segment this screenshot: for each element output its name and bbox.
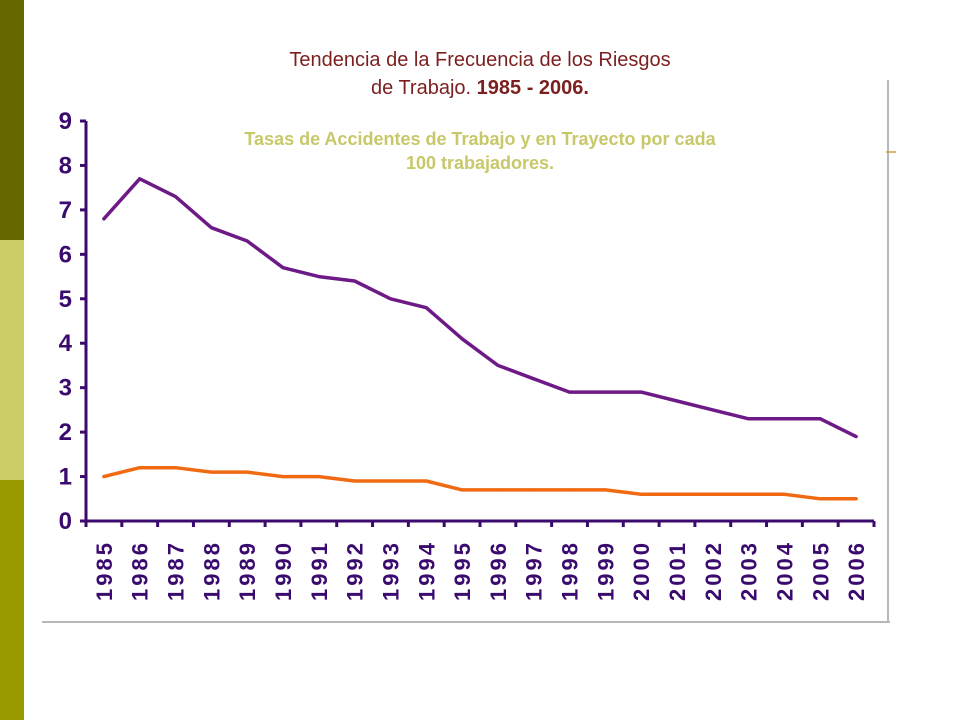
x-tick-label: 1986 (128, 540, 153, 601)
data-point (389, 479, 392, 483)
data-point (353, 279, 356, 283)
series-lines (102, 177, 858, 501)
y-tick-label: 5 (59, 286, 72, 313)
data-point (174, 195, 177, 198)
data-point (854, 435, 858, 438)
chart-subtitle: Tasas de Accidentes de Trabajo y en Tray… (244, 129, 716, 173)
data-point (532, 488, 535, 492)
data-point (783, 493, 786, 496)
data-point (783, 417, 786, 420)
data-point (496, 364, 500, 367)
data-point (281, 475, 285, 478)
x-tick-label: 1988 (199, 540, 224, 601)
data-point (854, 497, 858, 500)
x-tick-label: 1999 (593, 540, 618, 601)
data-point (496, 488, 500, 492)
data-point (604, 488, 607, 492)
x-tick-label: 1995 (450, 540, 475, 601)
chart-title-line-2: de Trabajo. (371, 77, 477, 99)
data-point (102, 475, 106, 478)
data-point (819, 497, 822, 500)
y-tick-label: 3 (59, 375, 72, 402)
chart-title-years: 1985 - 2006. (476, 77, 589, 99)
data-point (138, 177, 141, 180)
y-tick-label: 1 (59, 464, 72, 491)
y-tick-label: 8 (59, 152, 72, 179)
x-tick-labels: 1985 1986 1987 1988 1989 1990 1991 1992 1993 1994… (92, 540, 869, 601)
data-point (210, 470, 213, 474)
x-tick-label: 1985 (92, 540, 117, 601)
x-tick-label: 2005 (808, 540, 833, 601)
data-point (102, 217, 106, 220)
x-tick-label: 1996 (486, 540, 511, 601)
data-point (138, 466, 141, 469)
decorative-band-top (0, 0, 24, 240)
x-tick-label: 1998 (558, 540, 583, 601)
data-point (425, 479, 428, 483)
data-point (174, 466, 177, 469)
data-point (317, 475, 321, 478)
decorative-band-middle (0, 240, 24, 480)
data-point (353, 479, 356, 483)
y-tick-labels: 0 1 2 3 4 5 6 7 8 9 (59, 108, 73, 535)
data-point (245, 239, 249, 243)
y-tick-label: 4 (59, 330, 73, 357)
chart-title: Tendencia de la Frecuencia de los Riesgo… (200, 46, 760, 102)
y-tick-label: 6 (59, 241, 72, 268)
data-point (532, 377, 535, 380)
x-tick-label: 1993 (378, 540, 403, 601)
x-tick-label: 1991 (307, 540, 332, 601)
data-point (317, 275, 321, 278)
x-tick-label: 2006 (844, 540, 869, 601)
data-point (711, 493, 715, 496)
x-tick-label: 1992 (343, 540, 368, 601)
data-point (604, 390, 607, 394)
data-point (568, 488, 571, 492)
x-tick-label: 2003 (737, 540, 762, 601)
x-tick-label: 1987 (164, 540, 189, 601)
y-tick-label: 7 (59, 197, 72, 224)
data-point (639, 390, 643, 394)
data-point (460, 488, 464, 492)
y-tick-label: 9 (59, 108, 72, 135)
y-tick-label: 0 (59, 508, 72, 535)
x-tick-label: 1997 (522, 540, 547, 601)
x-tick-label: 1990 (271, 540, 296, 601)
x-tick-label: 1989 (235, 540, 260, 601)
data-point (210, 226, 213, 229)
chart-title-line-1: Tendencia de la Frecuencia de los Riesgo… (289, 49, 671, 71)
data-point (425, 306, 428, 309)
data-point (389, 297, 392, 300)
data-point (711, 408, 715, 412)
data-point (568, 390, 571, 394)
x-tick-label: 2004 (772, 540, 797, 601)
data-point (675, 399, 679, 403)
data-point (747, 493, 750, 496)
x-tick-label: 1994 (414, 540, 439, 601)
data-point (639, 493, 643, 496)
y-tick-label: 2 (59, 419, 72, 446)
data-point (281, 266, 285, 269)
decorative-band-bottom (0, 480, 24, 720)
data-point (747, 417, 750, 420)
x-tick-label: 2002 (701, 540, 726, 601)
series-line-2 (102, 465, 858, 501)
x-tick-label: 2000 (629, 540, 654, 601)
axis-ticks (80, 119, 876, 527)
data-point (819, 417, 822, 420)
series-line-1 (102, 177, 858, 439)
x-tick-label: 2001 (665, 540, 690, 601)
data-point (460, 337, 464, 340)
data-point (675, 493, 679, 496)
data-point (245, 470, 249, 474)
